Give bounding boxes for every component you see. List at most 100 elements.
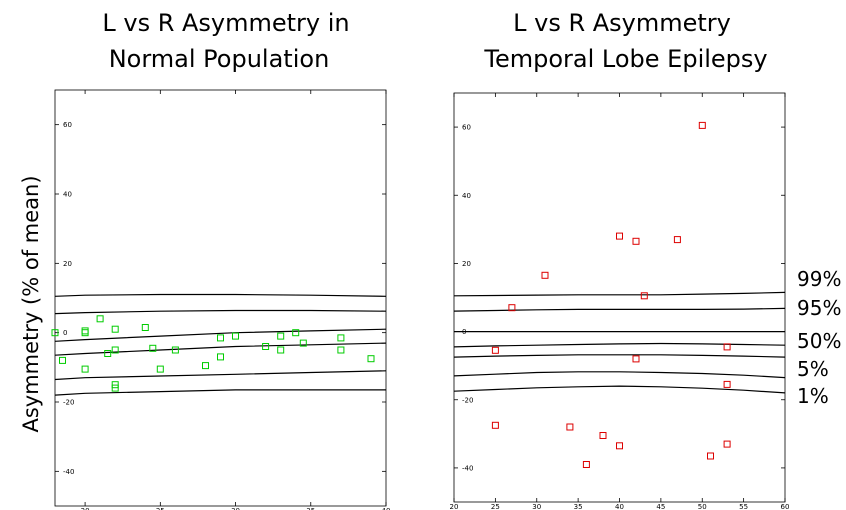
- data-point-normal: [217, 353, 224, 361]
- x-tick-label-normal: 30: [231, 507, 240, 510]
- ticks-epilepsy: 20 25 30 35 40 45 50 55 60 -40 -20 0 20 40 60: [450, 93, 790, 510]
- y-axis-label: Asymmetry (% of mean): [19, 175, 43, 432]
- data-point-normal: [59, 356, 66, 364]
- data-point-normal: [96, 315, 104, 323]
- percentile-label-99: 99%: [797, 267, 841, 291]
- left-chart-title-line-1: L vs R Asymmetry in: [102, 9, 349, 37]
- percentile-label-50: 50%: [797, 329, 841, 353]
- data-point-normal: [337, 334, 345, 342]
- percentile-curve-normal-5: [54, 370, 387, 381]
- data-point-normal: [81, 327, 89, 335]
- data-point-normal: [337, 346, 345, 354]
- data-point-epilepsy: [599, 432, 607, 439]
- x-tick-label-epilepsy: 30: [532, 503, 541, 510]
- percentile-curve-epilepsy-2: [453, 307, 786, 312]
- data-point-epilepsy: [640, 292, 648, 300]
- ticks-normal: 20 25 30 35 40 -40 -20 0 20 40 60: [55, 90, 390, 510]
- x-tick-label-epilepsy: 55: [739, 503, 748, 510]
- data-point-normal: [141, 324, 149, 331]
- y-tick-label-normal: 40: [63, 191, 72, 199]
- y-tick-label-normal: -20: [63, 399, 74, 407]
- x-tick-label-epilepsy: 25: [491, 503, 500, 510]
- data-point-normal: [217, 334, 224, 342]
- x-tick-label-normal: 20: [81, 507, 90, 510]
- y-tick-label-normal: 0: [63, 329, 67, 337]
- percentile-curve-epilepsy-7: [453, 385, 786, 394]
- data-point-epilepsy: [723, 380, 731, 388]
- y-tick-label-epilepsy: 60: [462, 124, 471, 132]
- plot-normal-frame: [54, 89, 387, 507]
- data-point-normal: [104, 350, 112, 357]
- data-point-epilepsy: [723, 343, 731, 351]
- data-point-normal: [277, 346, 285, 354]
- percentile-curve-epilepsy-5: [453, 354, 786, 358]
- percentile-curve-normal-1: [54, 293, 387, 297]
- data-point-normal: [81, 329, 89, 337]
- data-point-epilepsy: [582, 461, 590, 468]
- x-tick-label-epilepsy: 20: [450, 503, 459, 510]
- percentile-curve-normal-6: [54, 389, 386, 396]
- percentile-curve-epilepsy-4: [453, 342, 786, 348]
- percentile-curves-normal: [54, 293, 387, 396]
- right-chart-title-line-2: Temporal Lobe Epilepsy: [483, 45, 767, 73]
- data-point-normal: [292, 329, 300, 337]
- percentile-label-5: 5%: [797, 357, 829, 381]
- data-point-normal: [202, 362, 209, 370]
- x-tick-label-epilepsy: 45: [656, 503, 665, 510]
- data-point-normal: [367, 355, 375, 363]
- percentile-curve-epilepsy-6: [453, 371, 786, 379]
- data-point-epilepsy: [707, 452, 714, 460]
- data-point-normal: [111, 384, 119, 392]
- data-point-epilepsy: [632, 237, 640, 245]
- data-point-normal: [299, 339, 307, 347]
- data-point-normal: [277, 332, 285, 340]
- x-tick-label-epilepsy: 40: [615, 503, 624, 510]
- data-point-epilepsy: [616, 232, 623, 240]
- data-point-normal: [111, 346, 119, 354]
- y-tick-label-epilepsy: 0: [462, 328, 466, 336]
- x-tick-label-normal: 35: [306, 507, 315, 510]
- percentile-label-1: 1%: [797, 384, 829, 408]
- data-point-normal: [81, 365, 89, 373]
- percentile-curve-normal-2: [54, 309, 387, 315]
- plot-normal-population: 20 25 30 35 40 -40 -20 0 20 40 60: [51, 89, 390, 510]
- data-point-epilepsy: [698, 121, 706, 129]
- points-normal: [51, 315, 375, 392]
- data-point-normal: [171, 346, 179, 354]
- data-point-normal: [156, 365, 164, 373]
- data-point-normal: [149, 344, 157, 352]
- y-tick-label-epilepsy: 40: [462, 192, 471, 200]
- data-point-normal: [262, 343, 270, 350]
- x-tick-label-epilepsy: 35: [574, 503, 583, 510]
- data-point-normal: [232, 332, 239, 340]
- data-point-epilepsy: [491, 346, 499, 354]
- percentile-curves-epilepsy: [453, 291, 786, 394]
- percentile-curve-normal-3: [54, 328, 387, 342]
- plot-epilepsy: 20 25 30 35 40 45 50 55 60 -40 -20 0 20 40 60: [450, 92, 790, 510]
- y-tick-label-normal: -40: [63, 468, 74, 476]
- data-point-epilepsy: [491, 421, 499, 429]
- right-chart-title-line-1: L vs R Asymmetry: [513, 9, 731, 37]
- plot-epilepsy-frame: [453, 92, 786, 503]
- percentile-curve-epilepsy-1: [453, 291, 786, 297]
- data-point-epilepsy: [616, 442, 623, 450]
- percentile-curve-normal-4: [54, 342, 387, 356]
- x-tick-label-epilepsy: 50: [698, 503, 707, 510]
- x-tick-label-normal: 25: [156, 507, 165, 510]
- y-tick-label-normal: 20: [63, 260, 72, 268]
- data-point-epilepsy: [632, 355, 640, 363]
- data-point-epilepsy: [566, 423, 574, 431]
- percentile-label-95: 95%: [797, 296, 841, 320]
- data-point-epilepsy: [723, 440, 731, 448]
- data-point-epilepsy: [541, 271, 549, 279]
- y-tick-label-epilepsy: -40: [462, 464, 473, 472]
- x-tick-label-epilepsy: 60: [781, 503, 790, 510]
- data-point-normal: [111, 325, 119, 333]
- data-point-epilepsy: [673, 236, 681, 244]
- points-epilepsy: [491, 121, 731, 468]
- left-chart-title-line-2: Normal Population: [109, 45, 330, 73]
- data-point-epilepsy: [508, 304, 516, 312]
- y-tick-label-epilepsy: 20: [462, 260, 471, 268]
- data-point-normal: [51, 329, 59, 337]
